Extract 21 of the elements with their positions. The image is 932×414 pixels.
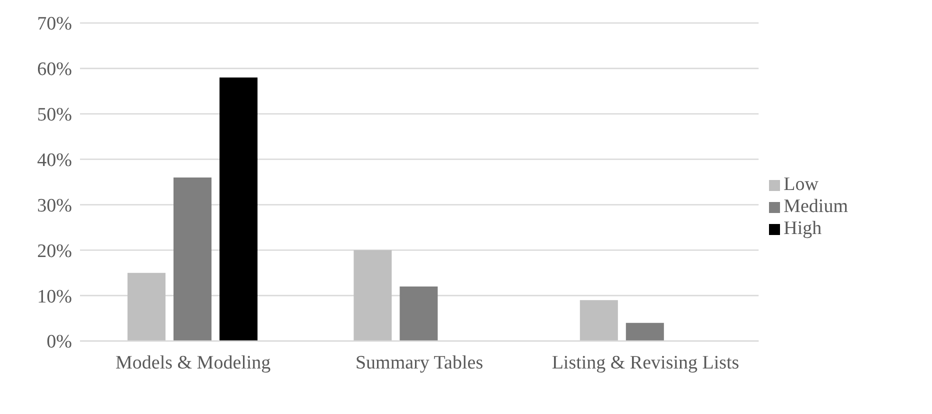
y-tick-label: 50% — [37, 104, 72, 126]
bar — [400, 286, 438, 341]
legend-label: Medium — [784, 196, 848, 217]
bar — [580, 300, 618, 341]
legend-label: High — [784, 218, 822, 239]
bar — [626, 322, 664, 341]
legend-label: Low — [784, 174, 818, 195]
y-tick-label: 40% — [37, 150, 72, 172]
x-tick-label: Summary Tables — [355, 352, 484, 374]
bar — [128, 272, 166, 341]
y-tick-label: 20% — [37, 240, 72, 262]
y-tick-label: 60% — [37, 59, 72, 80]
bar — [174, 177, 212, 341]
x-tick-label: Models & Modeling — [116, 352, 272, 374]
x-tick-label: Listing & Revising Lists — [552, 352, 740, 374]
y-tick-label: 30% — [37, 195, 72, 216]
y-tick-label: 0% — [46, 332, 72, 353]
bar — [354, 250, 392, 341]
y-tick-label: 70% — [37, 14, 72, 35]
y-tick-label: 10% — [37, 286, 72, 308]
bar — [220, 78, 258, 341]
